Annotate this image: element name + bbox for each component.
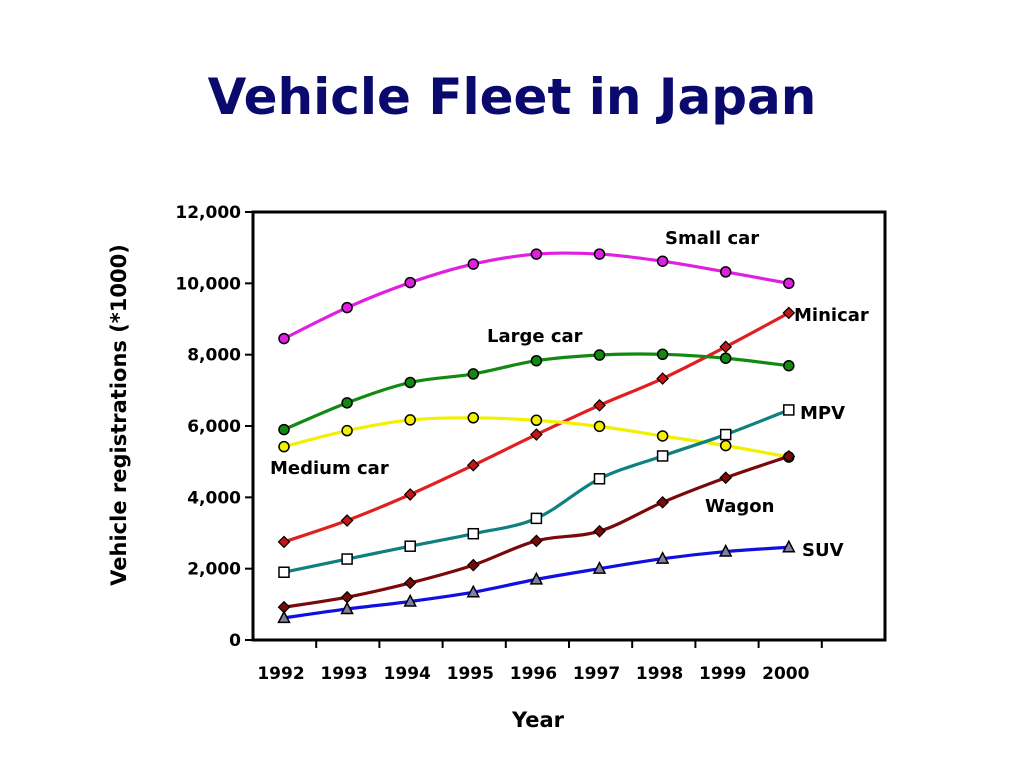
data-point-mpv — [656, 450, 669, 462]
data-point-minicar — [403, 488, 417, 501]
series-label-minicar: Minicar — [794, 305, 869, 326]
data-point-minicar — [466, 458, 480, 472]
x-tick-label: 1997 — [573, 664, 620, 684]
data-point-large-car — [593, 349, 606, 361]
data-point-medium-car — [530, 414, 543, 427]
data-point-small-car — [278, 332, 290, 345]
series-label-small-car: Small car — [665, 228, 759, 249]
data-point-medium-car — [278, 440, 290, 453]
data-point-minicar — [719, 340, 733, 354]
series-labels: Small car Minicar Large car Medium car MPV Wa… — [270, 228, 869, 561]
data-point-minicar — [782, 306, 796, 320]
data-point-suv — [718, 543, 733, 557]
data-point-minicar — [593, 398, 606, 412]
slide-title: Vehicle Fleet in Japan — [207, 68, 817, 126]
series-markers — [277, 248, 796, 624]
data-point-mpv — [278, 566, 290, 578]
data-point-mpv — [530, 512, 543, 525]
data-point-medium-car — [404, 414, 416, 426]
data-point-large-car — [530, 354, 543, 367]
data-point-large-car — [656, 348, 669, 361]
x-axis-ticks: 1992 1993 1994 1995 1996 1997 1998 1999 2000 — [257, 640, 823, 684]
data-point-wagon — [593, 524, 606, 538]
y-tick-label: 4,000 — [187, 488, 241, 508]
series-label-large-car: Large car — [487, 326, 583, 347]
x-tick-label: 1999 — [699, 664, 746, 684]
data-point-suv — [782, 539, 796, 553]
series-label-wagon: Wagon — [705, 496, 774, 517]
data-point-medium-car — [341, 424, 353, 437]
data-point-wagon — [340, 590, 354, 604]
data-point-small-car — [783, 277, 795, 290]
data-point-suv — [529, 571, 544, 585]
data-point-mpv — [593, 473, 606, 485]
x-tick-label: 1995 — [447, 664, 494, 684]
data-point-small-car — [341, 301, 353, 314]
x-axis-title: Year — [511, 708, 565, 732]
data-point-small-car — [404, 276, 416, 289]
y-axis-ticks: 0 2,000 4,000 6,000 8,000 10,000 12,000 — [175, 203, 253, 651]
data-point-small-car — [530, 248, 543, 260]
data-point-large-car — [341, 397, 353, 409]
series-label-suv: SUV — [802, 540, 844, 561]
x-tick-label: 1996 — [510, 664, 557, 684]
data-point-wagon — [466, 558, 480, 572]
data-point-suv — [403, 593, 417, 607]
x-tick-label: 1992 — [257, 664, 304, 684]
data-point-mpv — [341, 553, 353, 565]
data-point-mpv — [404, 540, 416, 552]
data-point-medium-car — [467, 412, 480, 424]
x-tick-label: 1994 — [384, 664, 431, 684]
data-point-wagon — [656, 495, 669, 509]
data-point-wagon — [403, 576, 417, 590]
data-point-wagon — [530, 534, 543, 548]
y-tick-label: 10,000 — [175, 274, 241, 294]
data-point-small-car — [719, 266, 732, 278]
y-axis-title: Vehicle registrations (*1000) — [107, 244, 131, 586]
y-tick-label: 0 — [229, 631, 241, 651]
x-tick-label: 1993 — [320, 664, 367, 684]
series-label-mpv: MPV — [800, 403, 845, 424]
data-point-small-car — [593, 248, 606, 260]
data-point-large-car — [404, 376, 416, 389]
data-point-medium-car — [719, 439, 732, 452]
y-tick-label: 8,000 — [187, 346, 241, 366]
data-point-small-car — [467, 258, 480, 270]
data-point-small-car — [656, 255, 669, 267]
data-point-minicar — [340, 514, 354, 527]
data-point-medium-car — [593, 420, 606, 433]
data-point-minicar — [277, 535, 291, 549]
data-point-suv — [277, 610, 291, 624]
data-point-wagon — [719, 471, 733, 485]
data-point-minicar — [656, 372, 669, 385]
data-point-suv — [592, 561, 607, 574]
x-tick-label: 1998 — [636, 664, 683, 684]
x-tick-label: 2000 — [762, 664, 809, 684]
data-point-suv — [340, 601, 354, 615]
data-point-mpv — [719, 428, 732, 441]
data-point-medium-car — [656, 430, 669, 442]
data-point-minicar — [530, 428, 543, 441]
data-point-suv — [655, 551, 670, 564]
series-label-medium-car: Medium car — [270, 458, 389, 479]
data-point-large-car — [783, 359, 795, 372]
data-point-large-car — [278, 423, 290, 436]
y-tick-label: 2,000 — [187, 560, 241, 580]
data-point-mpv — [783, 404, 795, 416]
data-point-large-car — [467, 368, 480, 380]
data-point-wagon — [782, 449, 796, 463]
data-point-suv — [466, 584, 481, 598]
data-point-mpv — [467, 527, 480, 540]
data-point-large-car — [719, 352, 732, 364]
y-tick-label: 6,000 — [187, 417, 241, 437]
y-tick-label: 12,000 — [175, 203, 241, 223]
